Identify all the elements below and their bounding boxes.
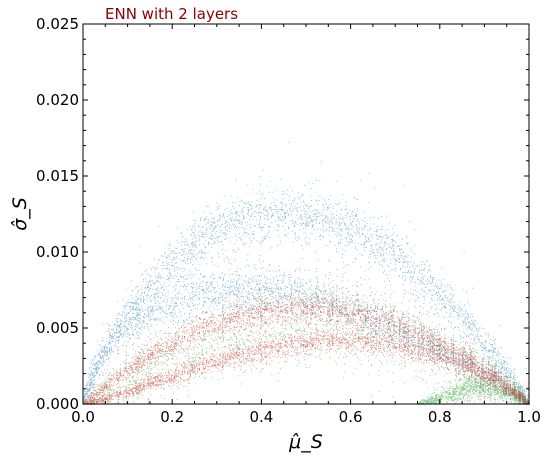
- y-tick-label: 0.025: [36, 15, 79, 33]
- x-tick-label: 0.4: [249, 408, 273, 426]
- x-tick-label: 0.0: [71, 408, 95, 426]
- series-0-points: [83, 142, 530, 405]
- series-2-marks: [83, 258, 530, 405]
- x-axis-label: μ̂_S: [288, 431, 323, 453]
- chart-title: ENN with 2 layers: [105, 5, 238, 23]
- y-axis-label: σ̂_S: [9, 197, 31, 231]
- series-0-marks: [83, 142, 530, 405]
- x-tick-label: 0.2: [160, 408, 184, 426]
- x-tick-label: 0.6: [339, 408, 363, 426]
- y-axis: 0.000 0.005 0.010 0.015 0.020 0.025: [36, 15, 529, 413]
- y-tick-label: 0.020: [36, 91, 79, 109]
- series-2-points: [83, 258, 530, 405]
- y-tick-label: 0.000: [36, 395, 79, 413]
- x-tick-label: 0.8: [428, 408, 452, 426]
- scatter-points: [83, 142, 530, 405]
- y-tick-label: 0.015: [36, 167, 79, 185]
- y-tick-label: 0.010: [36, 243, 79, 261]
- y-tick-label: 0.005: [36, 319, 79, 337]
- x-axis: 0.0 0.2 0.4 0.6 0.8 1.0: [71, 24, 541, 426]
- x-tick-label: 1.0: [517, 408, 541, 426]
